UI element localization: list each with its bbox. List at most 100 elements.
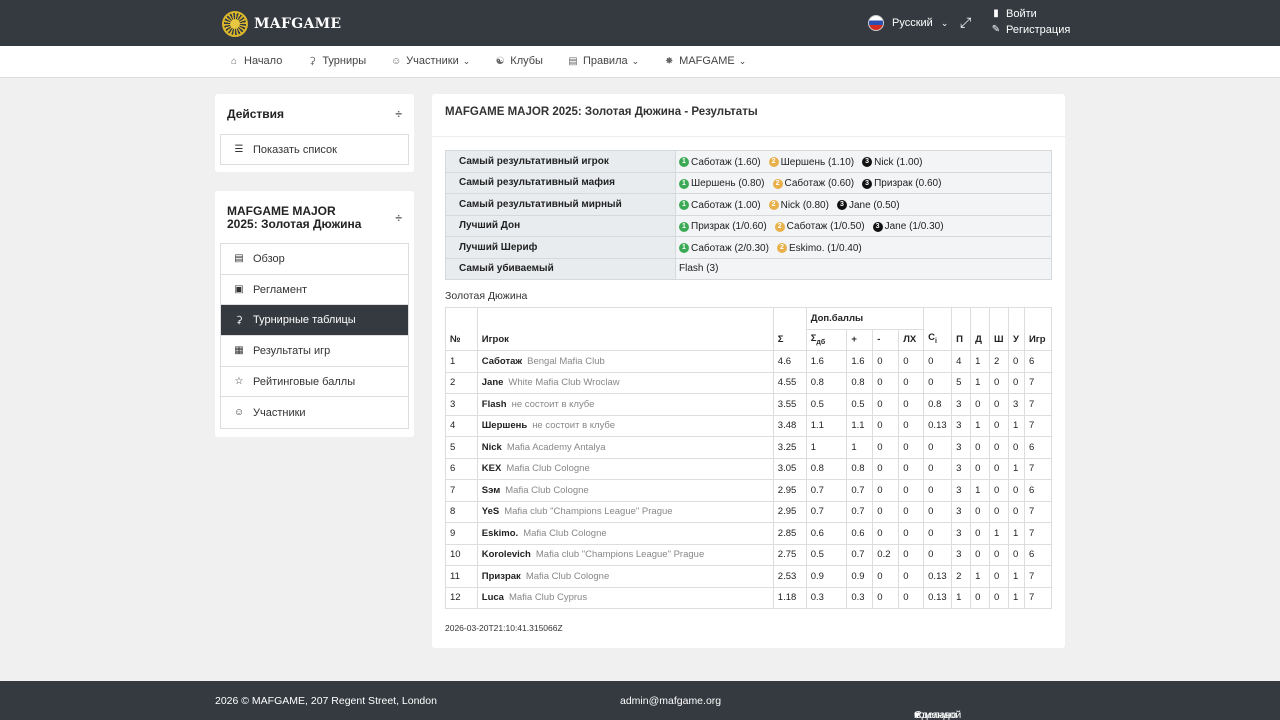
award-row: Самый результативный игрок 1 Саботаж (1.60… bbox=[445, 150, 1052, 173]
cell-value: 0 bbox=[898, 436, 925, 459]
cell-value: 0 bbox=[898, 350, 925, 373]
medal-icon: 1 bbox=[679, 157, 689, 167]
register-link[interactable]: ✎ Регистрация bbox=[991, 24, 1071, 36]
award-entry[interactable]: 2 Шершень (1.10) bbox=[768, 157, 854, 168]
cell-value: 3 bbox=[951, 393, 972, 416]
player-name[interactable]: Jane bbox=[481, 377, 504, 389]
nav-item-3[interactable]: ☯ Клубы bbox=[495, 55, 543, 67]
player-club[interactable]: Mafia club "Champions League" Prague bbox=[535, 549, 705, 561]
cell-value: 0.8 bbox=[805, 457, 848, 480]
player-club[interactable]: Mafia Club Cologne bbox=[506, 463, 590, 475]
sidebar-item-5[interactable]: ☺ Участники bbox=[233, 406, 306, 419]
player-club[interactable]: не состоит в клубе bbox=[511, 398, 595, 410]
site-logo[interactable]: MAFGAME bbox=[222, 11, 341, 37]
login-link[interactable]: ▮ Войти bbox=[990, 6, 1070, 22]
player-name[interactable]: Eskimo. bbox=[481, 527, 519, 539]
cell-player: Шершень не состоит в клубе bbox=[476, 414, 774, 437]
nav-item-4[interactable]: ▤ Правила ⌄ bbox=[568, 55, 640, 67]
award-entry[interactable]: 2 Саботаж (0.60) bbox=[772, 178, 854, 189]
player-name[interactable]: Шершень bbox=[481, 420, 528, 432]
player-club[interactable]: Mafia Club Cologne bbox=[525, 570, 610, 582]
flag-icon bbox=[868, 15, 884, 31]
player-club[interactable]: Mafia Club Cologne bbox=[523, 527, 607, 539]
player-club[interactable]: Bengal Mafia Club bbox=[527, 355, 605, 367]
cell-player: Flash не состоит в клубе bbox=[476, 393, 774, 416]
award-entry[interactable]: 2 Саботаж (1/0.50) bbox=[774, 221, 865, 232]
fullscreen-icon[interactable]: ⤢ bbox=[960, 14, 972, 30]
sidebar-item-2[interactable]: ⚳ Турнирные таблицы bbox=[221, 305, 408, 337]
collapse-icon[interactable]: ÷ bbox=[395, 107, 402, 121]
award-entry[interactable]: 2 Eskimo. (1/0.40) bbox=[776, 243, 862, 254]
award-entry[interactable]: 3 Призрак (0.60) bbox=[862, 178, 941, 189]
show-list-button[interactable]: ☰ Показать список bbox=[220, 134, 409, 165]
player-name[interactable]: Nick bbox=[481, 441, 502, 453]
footer-email[interactable]: admin@mafgame.org bbox=[620, 695, 722, 707]
player-club[interactable]: White Mafia Club Wroclaw bbox=[508, 377, 620, 389]
nav-item-2[interactable]: ☺ Участники ⌄ bbox=[391, 55, 471, 67]
player-club[interactable]: Mafia Academy Antalya bbox=[506, 441, 606, 453]
overview-icon: ▤ bbox=[234, 253, 244, 265]
award-row: Самый результативный мафия 1 Шершень (0.80… bbox=[445, 171, 1052, 194]
sidebar-item-0[interactable]: ▤ Обзор bbox=[221, 244, 408, 275]
sidebar-item-1[interactable]: ▣ Регламент bbox=[221, 275, 408, 306]
player-name[interactable]: Korolevich bbox=[481, 549, 531, 561]
award-entry[interactable]: Flash (3) bbox=[679, 263, 719, 275]
award-label: Самый результативный игрок bbox=[445, 150, 676, 173]
player-name[interactable]: Саботаж bbox=[481, 355, 523, 367]
actions-header[interactable]: Действия ÷ bbox=[215, 94, 414, 134]
language-selector[interactable]: Русский ⌄ bbox=[868, 15, 948, 31]
cell-value: 2 bbox=[989, 350, 1009, 373]
cell-value: 2.95 bbox=[772, 479, 807, 502]
award-values: 1 Саботаж (1.00) 2 Nick (0.80) 3 Jane (0.50) bbox=[675, 193, 1052, 216]
cell-value: 0 bbox=[898, 586, 925, 609]
award-entry[interactable]: 3 Nick (1.00) bbox=[862, 157, 922, 168]
cell-value: 0.13 bbox=[923, 586, 953, 609]
col-d: Д bbox=[970, 307, 990, 351]
trophy-icon: ⚳ bbox=[235, 314, 243, 326]
award-entry[interactable]: 1 Призрак (1/0.60) bbox=[679, 221, 767, 232]
player-name[interactable]: Luca bbox=[481, 592, 504, 604]
award-entry[interactable]: 1 Саботаж (1.00) bbox=[679, 200, 761, 211]
cell-value: 2.95 bbox=[772, 500, 807, 523]
tournament-panel: MAFGAME MAJOR 2025: Золотая Дюжина ÷ ▤ Об… bbox=[215, 191, 414, 437]
nav-item-5[interactable]: ✸ MAFGAME ⌄ bbox=[664, 55, 747, 67]
player-name[interactable]: Sэм bbox=[481, 484, 501, 496]
player-name[interactable]: YeS bbox=[481, 506, 500, 518]
medal-icon: 3 bbox=[862, 157, 873, 167]
award-entry[interactable]: 3 Jane (0.50) bbox=[836, 200, 900, 211]
cell-player: KEX Mafia Club Cologne bbox=[476, 457, 774, 480]
results-panel: MAFGAME MAJOR 2025: Золотая Дюжина - Рез… bbox=[432, 94, 1065, 648]
cell-value: 0 bbox=[872, 479, 900, 502]
document-icon: ▣ bbox=[234, 284, 244, 296]
sidebar-item-3[interactable]: ▦ Результаты игр bbox=[221, 336, 408, 367]
player-club[interactable]: Mafia club "Champions League" Prague bbox=[504, 506, 673, 518]
nav-item-1[interactable]: ⚳ Турниры bbox=[306, 55, 367, 67]
award-entry[interactable]: 2 Nick (0.80) bbox=[768, 200, 829, 211]
cell-value: 3 bbox=[951, 457, 972, 480]
collapse-icon[interactable]: ÷ bbox=[395, 210, 402, 225]
sidebar-item-4[interactable]: ☆ Рейтинговые баллы bbox=[221, 367, 408, 398]
actions-title: Действия bbox=[227, 107, 285, 121]
nav-item-0[interactable]: ⌂ Начало bbox=[228, 55, 282, 67]
cell-value: 0 bbox=[1007, 350, 1025, 373]
award-entry[interactable]: 1 Саботаж (1.60) bbox=[679, 157, 761, 168]
award-entry[interactable]: 3 Jane (1/0.30) bbox=[872, 221, 944, 232]
col-minus: - bbox=[872, 328, 900, 351]
top-header: MAFGAME Русский ⌄ ⤢ ▮ Войти ✎ Регистрация bbox=[0, 0, 1280, 46]
player-club[interactable]: Mafia Club Cologne bbox=[505, 484, 589, 496]
cell-value: 0 bbox=[923, 479, 953, 502]
tournament-header[interactable]: MAFGAME MAJOR 2025: Золотая Дюжина ÷ bbox=[215, 191, 414, 243]
cell-value: 3 bbox=[951, 479, 972, 502]
player-name[interactable]: Flash bbox=[481, 398, 507, 410]
cell-value: 3 bbox=[1007, 393, 1025, 416]
award-entry[interactable]: 1 Саботаж (2/0.30) bbox=[679, 243, 769, 254]
player-name[interactable]: Призрак bbox=[481, 570, 521, 582]
award-entry[interactable]: 1 Шершень (0.80) bbox=[679, 178, 765, 189]
player-name[interactable]: KEX bbox=[481, 463, 502, 475]
player-club[interactable]: Mafia Club Cyprus bbox=[508, 592, 588, 604]
award-label: Лучший Шериф bbox=[445, 236, 676, 259]
medal-icon: 3 bbox=[862, 178, 873, 189]
table-row: 6 KEX Mafia Club Cologne 3.05 0.8 0.8 0 0 0 3 0 0 1 7 bbox=[445, 457, 1053, 480]
player-club[interactable]: не состоит в клубе bbox=[532, 420, 616, 432]
heart-icon: ♥ bbox=[914, 709, 921, 720]
